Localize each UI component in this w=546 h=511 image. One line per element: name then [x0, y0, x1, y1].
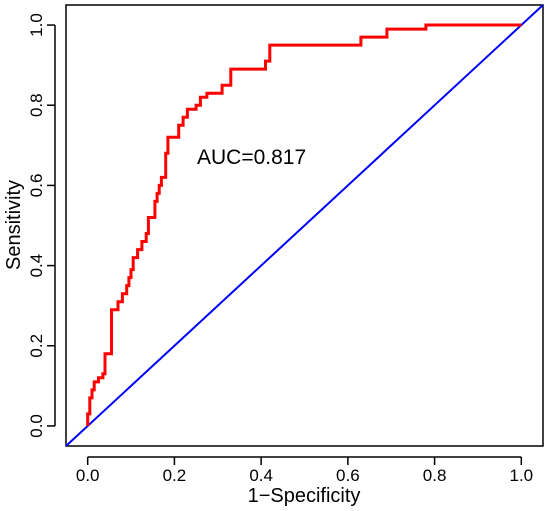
y-tick-label: 0.2 — [27, 334, 46, 358]
x-tick-label: 0.8 — [423, 466, 447, 485]
plot-frame — [65, 4, 544, 447]
y-tick-label: 0.0 — [27, 414, 46, 438]
auc-annotation: AUC=0.817 — [197, 146, 306, 169]
y-tick-label: 0.4 — [27, 254, 46, 278]
x-tick-label: 0.6 — [336, 466, 360, 485]
x-axis-label: 1−Specificity — [248, 485, 361, 507]
x-tick-label: 0.2 — [163, 466, 187, 485]
x-tick-label: 0.4 — [249, 466, 273, 485]
y-tick-label: 0.8 — [27, 93, 46, 117]
x-axis: 0.0 0.2 0.4 0.6 0.8 1.0 — [76, 456, 533, 485]
y-tick-label: 0.6 — [27, 174, 46, 198]
roc-curve-line — [86, 23, 522, 426]
y-tick-label: 1.0 — [27, 13, 46, 37]
x-tick-label: 1.0 — [509, 466, 533, 485]
x-tick-label: 0.0 — [76, 466, 100, 485]
y-axis-label: Sensitivity — [3, 180, 25, 270]
y-axis: 0.0 0.2 0.4 0.6 0.8 1.0 — [27, 13, 56, 438]
reference-diagonal-line — [65, 4, 544, 447]
